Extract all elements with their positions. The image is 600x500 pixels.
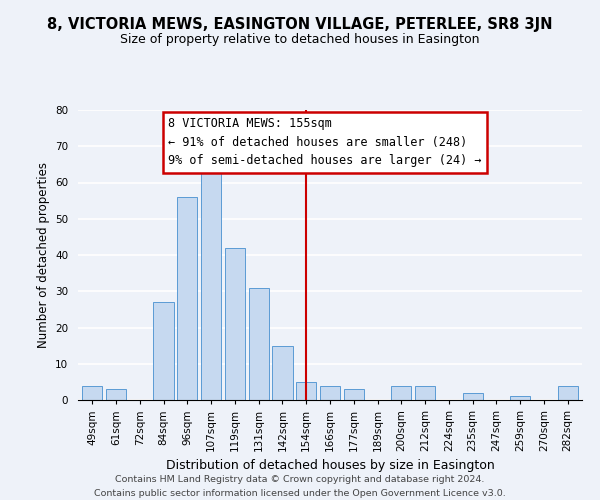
Bar [320,386,340,400]
Bar [82,386,103,400]
Bar [344,389,364,400]
Text: Contains HM Land Registry data © Crown copyright and database right 2024.
Contai: Contains HM Land Registry data © Crown c… [94,476,506,498]
Bar [248,288,269,400]
Bar [154,302,173,400]
Y-axis label: Number of detached properties: Number of detached properties [37,162,50,348]
Bar [106,389,126,400]
Bar [463,393,483,400]
Bar [391,386,412,400]
Bar [177,197,197,400]
Text: Size of property relative to detached houses in Easington: Size of property relative to detached ho… [120,32,480,46]
Bar [272,346,293,400]
Bar [225,248,245,400]
Bar [201,168,221,400]
Text: 8 VICTORIA MEWS: 155sqm
← 91% of detached houses are smaller (248)
9% of semi-de: 8 VICTORIA MEWS: 155sqm ← 91% of detache… [169,117,482,167]
Bar [510,396,530,400]
Text: 8, VICTORIA MEWS, EASINGTON VILLAGE, PETERLEE, SR8 3JN: 8, VICTORIA MEWS, EASINGTON VILLAGE, PET… [47,18,553,32]
Bar [296,382,316,400]
X-axis label: Distribution of detached houses by size in Easington: Distribution of detached houses by size … [166,460,494,472]
Bar [557,386,578,400]
Bar [415,386,435,400]
